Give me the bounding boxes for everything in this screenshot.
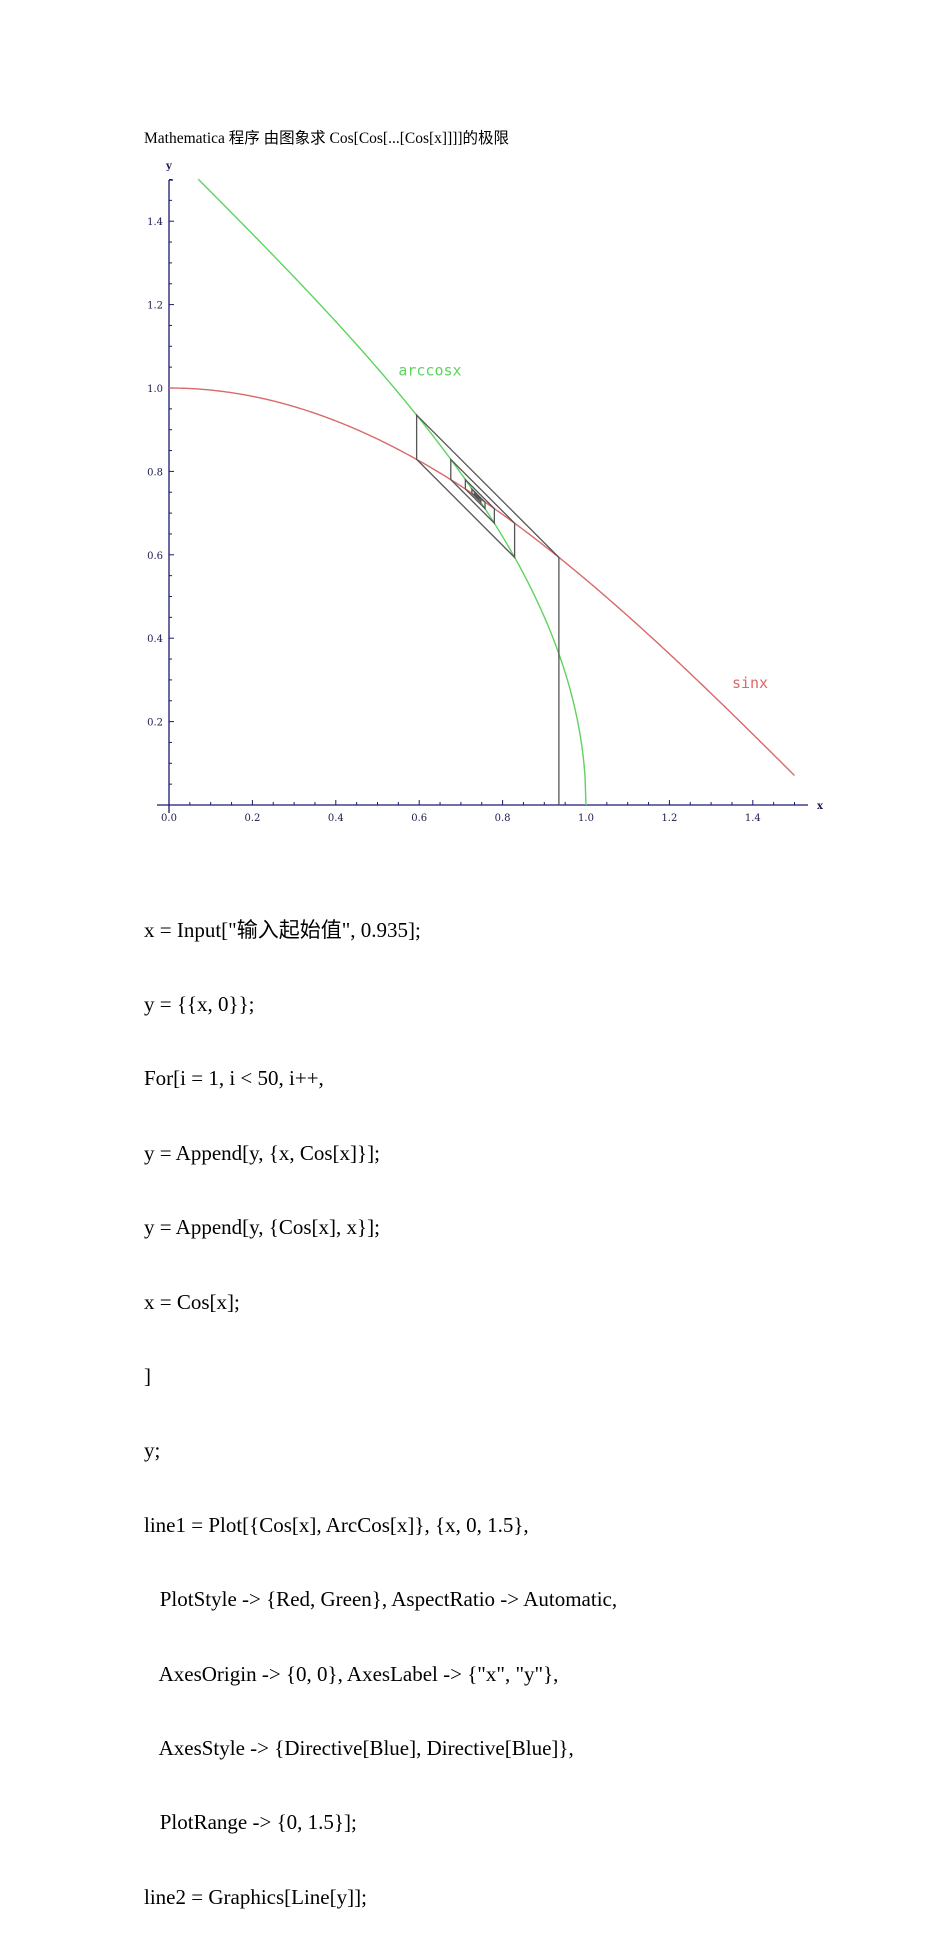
- code-line: y = {{x, 0}};: [144, 991, 255, 1016]
- x-tick-label: 0.8: [495, 813, 511, 824]
- x-tick-label: 0.2: [244, 813, 260, 824]
- curve-sinx: [169, 387, 795, 776]
- x-tick-label: 1.2: [661, 813, 677, 824]
- x-tick-label: 1.0: [578, 813, 594, 824]
- code-line: For[i = 1, i < 50, i++,: [144, 1066, 324, 1091]
- plot-axes: [157, 179, 808, 813]
- y-axis-label: y: [165, 161, 173, 172]
- y-tick-label: 1.0: [147, 384, 163, 395]
- code-line: AxesOrigin -> {0, 0}, AxesLabel -> {"x",…: [144, 1661, 559, 1686]
- plot-curves: [169, 178, 795, 806]
- code-line: PlotStyle -> {Red, Green}, AspectRatio -…: [144, 1587, 618, 1612]
- code-line: x = Cos[x];: [144, 1289, 240, 1314]
- y-tick-label: 1.2: [147, 301, 163, 312]
- series-label-arccosx: arccosx: [398, 361, 461, 379]
- x-tick-label: 1.4: [745, 813, 761, 824]
- x-tick-label: 0.0: [161, 813, 177, 824]
- curve-arccosx: [197, 178, 587, 806]
- x-tick-label: 0.6: [411, 813, 427, 824]
- cobweb-path: [415, 413, 560, 805]
- code-line: y = Append[y, {Cos[x], x}];: [144, 1215, 380, 1240]
- y-tick-label: 1.4: [147, 217, 163, 228]
- code-line: line1 = Plot[{Cos[x], ArcCos[x]}, {x, 0,…: [144, 1512, 529, 1537]
- y-tick-label: 0.2: [147, 718, 163, 729]
- x-tick-label: 0.4: [328, 813, 344, 824]
- plot-labels: 0.0 0.2 0.4 0.6 0.8 1.0 1.2 1.4 0.2 0.4 0.6 0.8 1.0 1…: [147, 161, 824, 824]
- code-line: x = Input["输入起始值", 0.935];: [144, 917, 421, 942]
- code-line: line2 = Graphics[Line[y]];: [144, 1884, 367, 1909]
- cobweb-plot: 0.0 0.2 0.4 0.6 0.8 1.0 1.2 1.4 0.2 0.4 0.6 0.8 1.0 1…: [147, 161, 824, 824]
- page-title: Mathematica 程序 由图象求 Cos[Cos[...[Cos[x]]]…: [144, 130, 510, 147]
- code-block: x = Input["输入起始值", 0.935]; y = {{x, 0}};…: [144, 868, 617, 1934]
- y-tick-label: 0.4: [147, 634, 163, 645]
- code-line: y;: [144, 1438, 161, 1463]
- series-label-sinx: sinx: [732, 674, 768, 692]
- code-line: AxesStyle -> {Directive[Blue], Directive…: [144, 1735, 574, 1760]
- code-line: PlotRange -> {0, 1.5}];: [144, 1810, 357, 1835]
- code-line: y = Append[y, {x, Cos[x]}];: [144, 1140, 380, 1165]
- code-line: ]: [144, 1363, 151, 1388]
- x-axis-label: x: [817, 801, 824, 812]
- y-tick-label: 0.8: [147, 467, 163, 478]
- y-tick-label: 0.6: [147, 551, 163, 562]
